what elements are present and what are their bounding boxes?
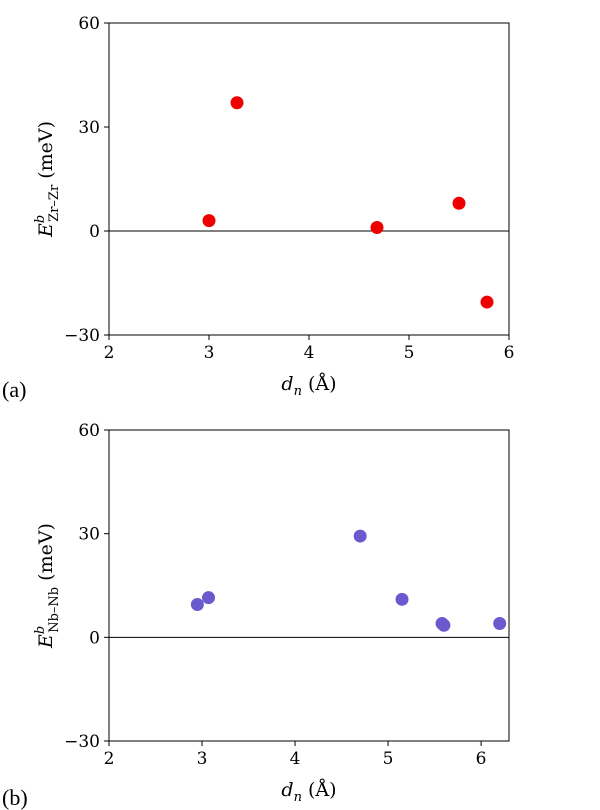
panel-label: (a) [2, 377, 26, 402]
plot-frame [108, 22, 510, 336]
y-tick-label: 30 [78, 118, 100, 138]
x-tick-label: 6 [504, 343, 515, 363]
x-tick-label: 6 [476, 749, 487, 769]
plot-frame [108, 429, 510, 742]
y-tick-label: 60 [78, 14, 100, 34]
data-point [395, 592, 409, 606]
x-tick-label: 5 [404, 343, 415, 363]
panel-b: 2 3 4 5 6 −30 0 30 60 dn (Å) EbNb–Nb (meV) (b) [2, 421, 510, 810]
data-point [353, 529, 367, 543]
data-point [437, 618, 451, 632]
x-axis-label: dn (Å) [281, 373, 336, 399]
x-tick-label: 4 [290, 749, 301, 769]
y-axis-label: EbZr–Zr (meV) [33, 121, 62, 238]
x-tick-label: 3 [197, 749, 208, 769]
panel-label: (b) [2, 785, 28, 810]
y-tick-label: 60 [78, 421, 100, 441]
x-tick-label: 5 [383, 749, 394, 769]
x-tick-label: 4 [304, 343, 315, 363]
data-point [480, 295, 494, 309]
y-tick-label: 0 [89, 628, 100, 648]
x-tick-label: 3 [204, 343, 215, 363]
data-point [202, 214, 216, 228]
data-point [493, 617, 507, 631]
data-point [202, 591, 216, 605]
data-point [452, 196, 466, 210]
y-tick-label: −30 [64, 326, 100, 346]
data-point [370, 221, 384, 235]
x-tick-label: 2 [104, 749, 115, 769]
y-tick-label: −30 [64, 732, 100, 752]
y-tick-label: 30 [78, 525, 100, 545]
x-axis-label: dn (Å) [281, 779, 336, 805]
y-axis-label: EbNb–Nb (meV) [33, 523, 62, 649]
panel-a: 2 3 4 5 6 −30 0 30 60 dn (Å) EbZr–Zr (meV) (a) [2, 14, 514, 402]
data-point [190, 598, 204, 612]
y-tick-label: 0 [89, 222, 100, 242]
x-tick-label: 2 [104, 343, 115, 363]
data-point [230, 96, 244, 110]
